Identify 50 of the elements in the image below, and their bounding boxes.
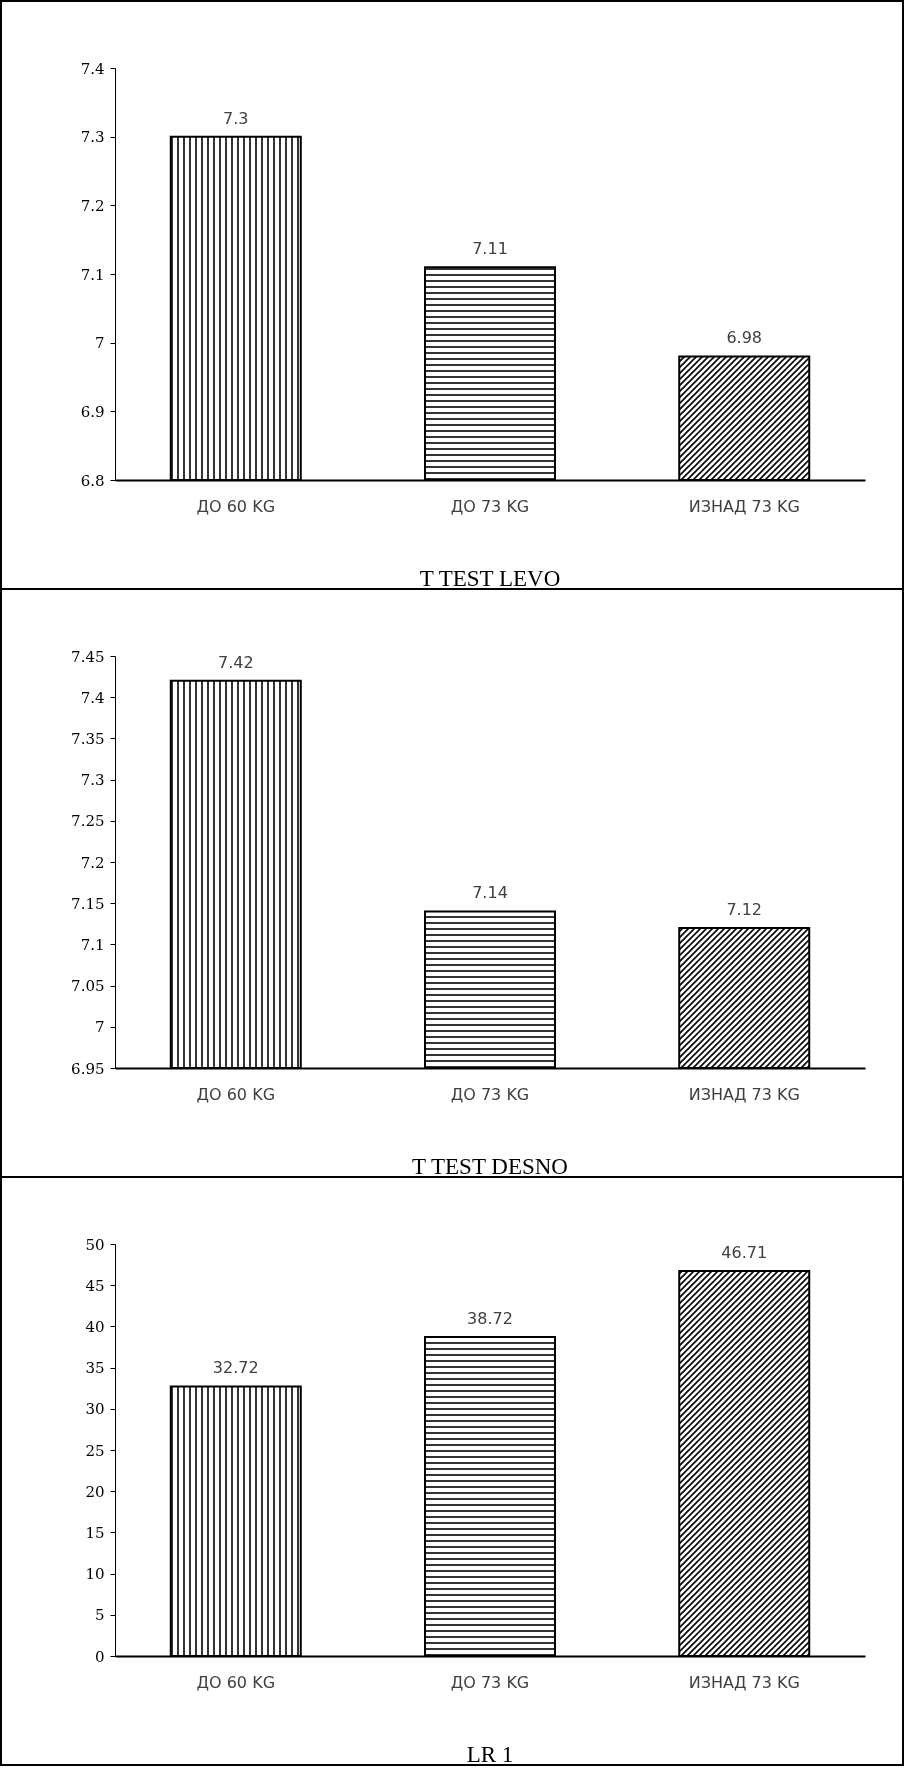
y-tick-label: 6.95 bbox=[71, 1059, 105, 1078]
y-tick-label: 7.4 bbox=[80, 688, 105, 707]
data-label: 7.3 bbox=[223, 108, 249, 128]
data-label: 32.72 bbox=[212, 1358, 259, 1378]
y-tick-label: 7.35 bbox=[71, 729, 105, 748]
y-tick-label: 7.25 bbox=[71, 812, 105, 831]
y-tick-label: 7.4 bbox=[80, 59, 105, 78]
y-tick-label: 6.9 bbox=[80, 402, 105, 421]
x-tick-label: ИЗНАД 73 KG bbox=[688, 496, 800, 516]
y-tick-label: 35 bbox=[85, 1359, 105, 1378]
y-tick-label: 7.2 bbox=[80, 196, 105, 215]
x-tick-label: ДО 60 KG bbox=[196, 496, 276, 516]
y-tick-label: 7.1 bbox=[80, 935, 105, 954]
text: LR 1 bbox=[466, 1742, 514, 1767]
y-tick-label: 6.8 bbox=[80, 471, 105, 490]
x-tick-label: ДО 60 KG bbox=[196, 1672, 276, 1692]
x-tick-label: ДО 73 KG bbox=[450, 1672, 530, 1692]
text: T TEST LEVO bbox=[419, 566, 561, 591]
y-tick-label: 10 bbox=[85, 1565, 105, 1584]
y-tick-label: 7.3 bbox=[80, 771, 105, 790]
text: T TEST DESNO bbox=[412, 1154, 568, 1179]
y-tick-label: 20 bbox=[85, 1482, 105, 1501]
y-tick-label: 7.05 bbox=[71, 977, 105, 996]
y-tick-label: 30 bbox=[85, 1400, 105, 1419]
data-label: 7.42 bbox=[217, 652, 254, 672]
y-tick-label: 50 bbox=[85, 1235, 105, 1254]
y-tick-label: 25 bbox=[85, 1441, 105, 1460]
x-tick-label: ДО 60 KG bbox=[196, 1084, 276, 1104]
y-tick-label: 7.1 bbox=[80, 265, 105, 284]
y-tick-label: 7 bbox=[94, 1018, 105, 1037]
data-label: 6.98 bbox=[726, 328, 763, 348]
y-tick-label: 0 bbox=[94, 1647, 105, 1666]
data-label: 38.72 bbox=[467, 1308, 513, 1328]
y-tick-label: 40 bbox=[85, 1317, 105, 1336]
y-tick-label: 45 bbox=[85, 1276, 105, 1295]
y-tick-label: 5 bbox=[94, 1606, 105, 1625]
y-tick-label: 7.15 bbox=[71, 894, 105, 913]
x-tick-label: ИЗНАД 73 KG bbox=[688, 1672, 800, 1692]
y-tick-label: 7.45 bbox=[71, 647, 105, 666]
x-tick-label: ИЗНАД 73 KG bbox=[688, 1084, 800, 1104]
y-tick-label: 7.3 bbox=[80, 128, 105, 147]
y-tick-label: 7.2 bbox=[80, 853, 105, 872]
data-label: 7.14 bbox=[472, 883, 508, 903]
data-label: 7.12 bbox=[726, 899, 763, 919]
x-tick-label: ДО 73 KG bbox=[450, 496, 530, 516]
data-label: 46.71 bbox=[721, 1243, 768, 1263]
y-tick-label: 15 bbox=[85, 1523, 105, 1542]
data-label: 7.11 bbox=[472, 239, 508, 259]
y-tick-label: 7 bbox=[94, 334, 105, 353]
x-tick-label: ДО 73 KG bbox=[450, 1084, 530, 1104]
